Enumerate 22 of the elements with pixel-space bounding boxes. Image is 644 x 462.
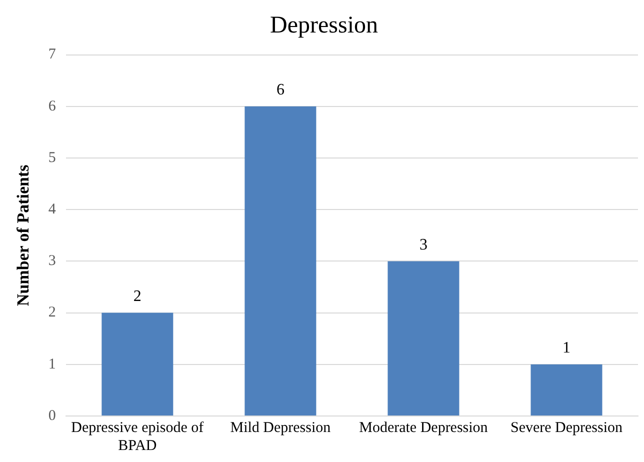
- y-tick-label: 6: [48, 98, 56, 114]
- chart-title: Depression: [270, 12, 378, 39]
- y-tick-label: 4: [48, 202, 56, 218]
- bar: [102, 312, 174, 416]
- y-tick-label: 3: [48, 253, 56, 270]
- data-label: 1: [562, 340, 570, 357]
- x-tick-label: Moderate Depression: [359, 420, 488, 436]
- x-tick-label: Depressive episode of BPAD: [71, 420, 204, 454]
- y-axis-title: Number of Patients: [14, 164, 33, 306]
- bar: [530, 364, 602, 416]
- y-tick-label: 7: [48, 46, 56, 63]
- y-tick-label: 0: [48, 408, 56, 424]
- x-tick-label: Severe Depression: [510, 420, 624, 436]
- x-tick-label: Mild Depression: [230, 420, 332, 436]
- y-tick-label: 5: [48, 150, 56, 166]
- y-tick-label: 2: [48, 304, 56, 321]
- data-label: 6: [276, 82, 284, 99]
- bar: [388, 261, 460, 416]
- data-label: 3: [419, 236, 428, 254]
- data-label: 2: [133, 288, 142, 306]
- bar: [244, 106, 316, 416]
- y-tick-label: 1: [48, 356, 56, 372]
